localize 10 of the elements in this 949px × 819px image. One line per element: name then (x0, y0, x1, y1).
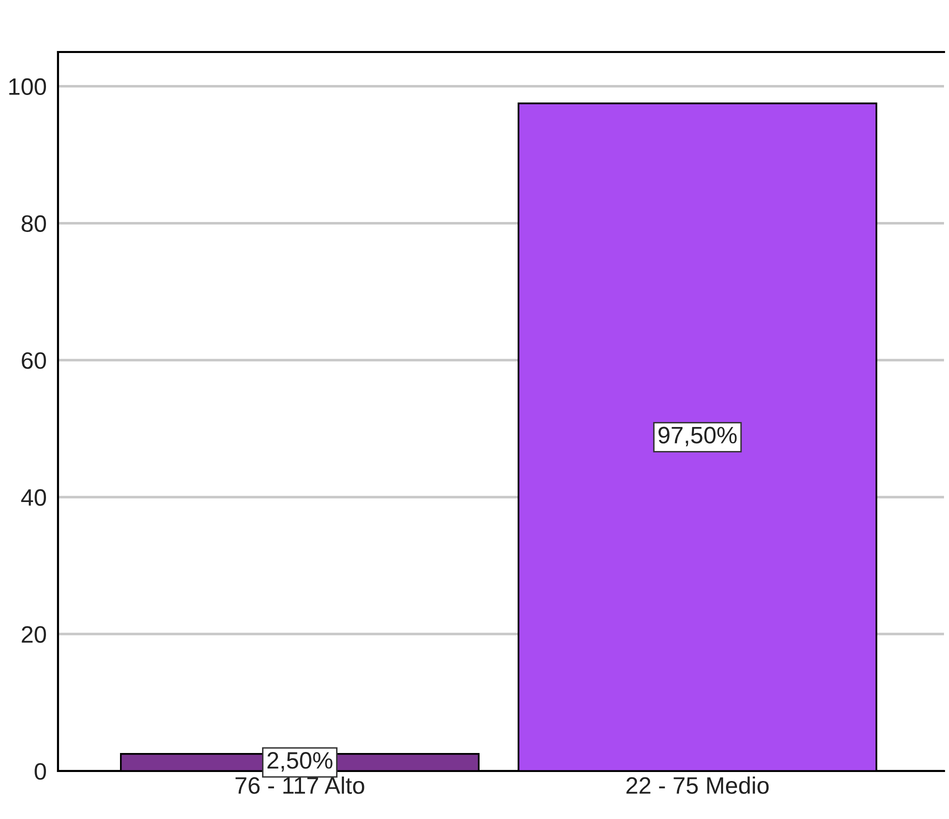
y-tick-label: 40 (21, 489, 46, 506)
y-tick-label: 60 (22, 352, 46, 369)
data-label: 97,50% (658, 426, 737, 446)
x-tick-label: 22 - 75 Medio (626, 776, 769, 794)
y-tick-label: 0 (34, 763, 46, 780)
y-tick-label: 20 (22, 626, 46, 643)
y-tick-label: 80 (22, 215, 46, 232)
data-label: 2,50% (267, 752, 332, 772)
x-tick-label: 76 - 117 Alto (236, 776, 364, 794)
y-tick-label: 100 (9, 78, 46, 96)
